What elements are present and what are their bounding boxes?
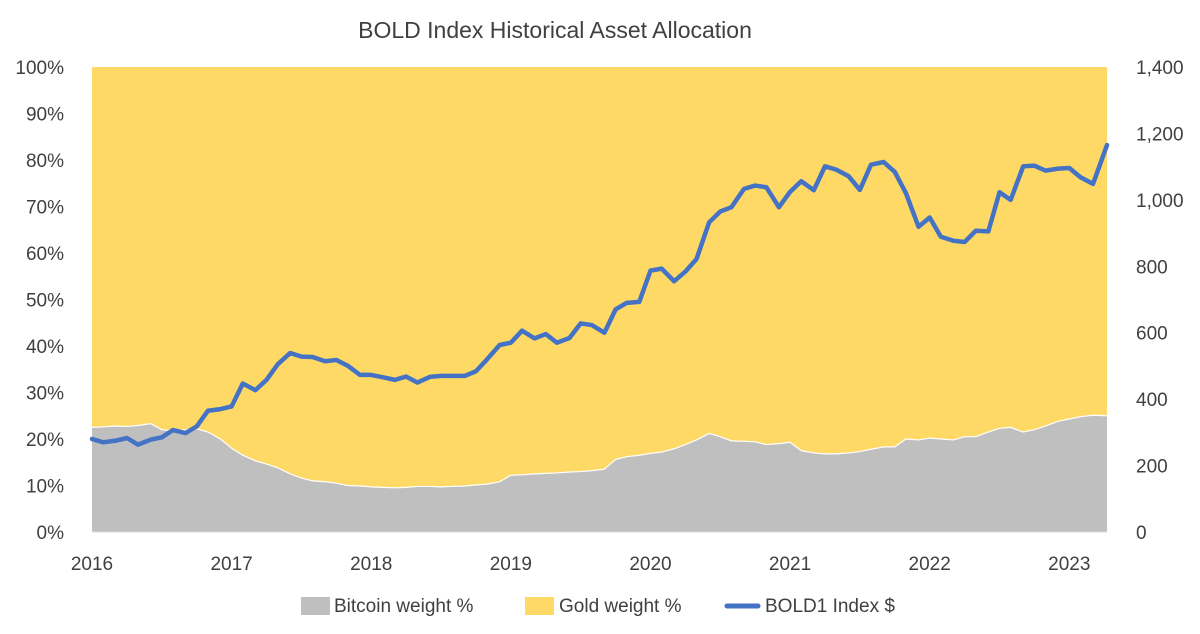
y-right-tick-label: 800 [1136,257,1168,278]
y-axis-right: 0 200 400 600 800 1,000 1,200 1,400 [1136,58,1184,544]
y-right-tick-label: 1,200 [1136,124,1184,145]
y-left-tick-label: 0% [37,523,65,544]
x-tick-label: 2020 [629,554,671,575]
legend-swatch-bitcoin [301,597,330,615]
y-right-tick-label: 1,000 [1136,191,1184,212]
x-axis: 2016 2017 2018 2019 2020 2021 2022 2023 [71,554,1091,575]
legend-swatch-gold [525,597,554,615]
chart-title: BOLD Index Historical Asset Allocation [358,17,752,43]
y-right-tick-label: 600 [1136,324,1168,345]
y-left-tick-label: 30% [26,384,64,405]
x-tick-label: 2023 [1048,554,1090,575]
legend-label-bitcoin: Bitcoin weight % [334,596,474,617]
x-tick-label: 2019 [490,554,532,575]
gold-weight-area [92,67,1107,488]
y-right-tick-label: 1,400 [1136,58,1184,79]
y-left-tick-label: 20% [26,430,64,451]
y-left-tick-label: 70% [26,198,64,219]
x-tick-label: 2017 [210,554,252,575]
legend-label-gold: Gold weight % [559,596,682,617]
x-tick-label: 2016 [71,554,113,575]
legend: Bitcoin weight % Gold weight % BOLD1 Ind… [301,596,895,617]
y-left-tick-label: 80% [26,151,64,172]
y-right-tick-label: 400 [1136,390,1168,411]
plot-area [89,67,1110,533]
x-tick-label: 2021 [769,554,811,575]
legend-label-bold1: BOLD1 Index $ [765,596,895,617]
x-tick-label: 2022 [909,554,951,575]
y-right-tick-label: 0 [1136,523,1147,544]
y-right-tick-label: 200 [1136,457,1168,478]
y-left-tick-label: 60% [26,244,64,265]
bitcoin-weight-area [92,415,1107,532]
bold1-index-line [89,142,1110,447]
y-left-tick-label: 50% [26,291,64,312]
y-left-tick-label: 40% [26,337,64,358]
y-left-tick-label: 10% [26,477,64,498]
y-axis-left: 0% 10% 20% 30% 40% 50% 60% 70% 80% 90% 100% [15,58,64,544]
y-left-tick-label: 90% [26,105,64,126]
x-tick-label: 2018 [350,554,392,575]
y-left-tick-label: 100% [15,58,64,79]
area-boundary-line [91,414,1108,489]
